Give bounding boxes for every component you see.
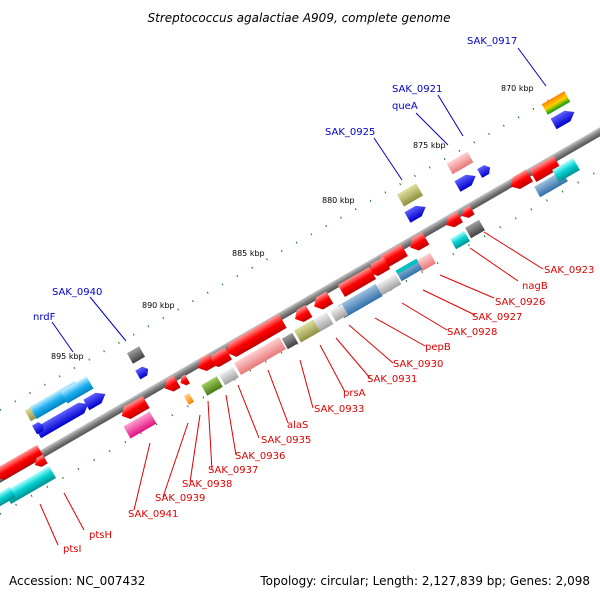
gene-sky-896	[60, 376, 94, 404]
gene-sak-0917	[541, 91, 571, 115]
forward-labels: SAK_0917 SAK_0921 queA SAK_0925 SAK_0940…	[33, 36, 517, 323]
accession-text: Accession: NC_007432	[9, 574, 146, 588]
forward-strand-genes	[24, 91, 575, 439]
label-sak-0917: SAK_0917	[467, 36, 517, 47]
gene-red-882	[337, 266, 377, 298]
gene-red-891	[164, 375, 181, 392]
reverse-strand-genes	[0, 155, 580, 508]
gene-red-884	[314, 291, 334, 310]
kbp-ticks: 870 kbp 875 kbp 880 kbp 885 kbp 890 kbp …	[51, 84, 534, 361]
label-sak-0940: SAK_0940	[52, 287, 102, 298]
label-sak-0936: SAK_0936	[235, 451, 285, 462]
gene-cyan-900	[0, 486, 16, 508]
gene-nagb	[465, 219, 485, 239]
forward-leader-lines	[51, 47, 547, 353]
kbp-tick-870: 870 kbp	[501, 84, 534, 93]
gene-blue-870	[550, 110, 575, 130]
label-sak-0941: SAK_0941	[128, 509, 178, 520]
gene-sak-0921	[446, 151, 474, 175]
label-quea: queA	[392, 101, 418, 112]
gene-red-885	[295, 304, 313, 323]
gene-blue-880	[404, 205, 426, 223]
gene-ptsh	[0, 444, 45, 481]
label-alas: alaS	[287, 420, 308, 431]
label-sak-0937: SAK_0937	[208, 465, 258, 476]
gene-blue-897	[35, 402, 89, 439]
tick-marks	[0, 93, 600, 515]
genome-summary-text: Topology: circular; Length: 2,127,839 bp…	[260, 574, 590, 588]
gene-sak-0930	[329, 304, 349, 322]
gene-prsa	[293, 319, 321, 343]
gene-red-869	[529, 155, 561, 183]
gene-sak-0938	[183, 393, 195, 405]
gene-sak-0941	[123, 411, 157, 439]
label-sak-0928: SAK_0928	[447, 327, 497, 338]
gene-sak-0925	[396, 183, 424, 207]
gene-red-879	[410, 232, 430, 251]
kbp-tick-880: 880 kbp	[322, 196, 355, 205]
gene-sak-0937	[201, 376, 223, 396]
gene-red-889b	[198, 353, 216, 372]
label-pepb: pepB	[425, 342, 451, 353]
label-sak-0930: SAK_0930	[393, 359, 443, 370]
kbp-tick-875: 875 kbp	[413, 141, 446, 150]
kbp-tick-890: 890 kbp	[142, 301, 175, 310]
reverse-labels: SAK_0923 nagB SAK_0926 SAK_0927 SAK_0928…	[63, 265, 594, 555]
gene-blue-898	[83, 392, 106, 411]
label-sak-0933: SAK_0933	[314, 404, 364, 415]
gene-sak-0936	[219, 366, 239, 386]
gene-red-891b	[180, 374, 190, 386]
gene-red-880a	[380, 243, 408, 269]
label-sak-0923: SAK_0923	[544, 265, 594, 276]
gene-blue-small-875	[477, 165, 491, 178]
gene-red-889	[209, 347, 233, 368]
gene-sak-0933	[281, 332, 299, 350]
label-ptsi: ptsI	[63, 544, 81, 555]
label-sak-0921: SAK_0921	[392, 84, 442, 95]
label-sak-0939: SAK_0939	[155, 493, 205, 504]
gene-sak-0935	[233, 336, 287, 376]
gene-alas	[227, 314, 287, 357]
label-prsa: prsA	[343, 388, 366, 399]
gene-red-868	[510, 169, 534, 190]
gene-blue-899	[32, 422, 44, 435]
label-nrdf: nrdF	[33, 312, 56, 323]
gene-red-898	[34, 454, 48, 467]
gene-cyan-877	[450, 230, 470, 250]
gene-sak-0928	[374, 273, 402, 297]
map-title: Streptococcus agalactiae A909, complete …	[148, 11, 451, 25]
kbp-tick-885: 885 kbp	[232, 249, 265, 258]
gene-sak-0939	[121, 395, 150, 420]
gene-red-881	[369, 256, 391, 277]
gene-cyan-869	[552, 157, 580, 183]
label-nagb: nagB	[522, 281, 548, 292]
gene-sak-0926	[416, 252, 436, 272]
label-sak-0927: SAK_0927	[472, 312, 522, 323]
gene-sak-0927	[395, 258, 423, 282]
label-sak-0925: SAK_0925	[325, 127, 375, 138]
label-sak-0926: SAK_0926	[495, 297, 545, 308]
gene-sak-0940	[126, 346, 146, 364]
gene-ptsi	[3, 465, 57, 505]
gene-quea	[454, 174, 476, 192]
label-sak-0931: SAK_0931	[367, 374, 417, 385]
kbp-tick-895: 895 kbp	[51, 352, 84, 361]
reverse-leader-lines	[39, 231, 544, 546]
gene-sak-0931	[312, 311, 334, 333]
gene-sak-0923	[446, 211, 463, 228]
label-ptsh: ptsH	[89, 530, 112, 541]
label-sak-0935: SAK_0935	[261, 435, 311, 446]
gene-blue-892	[135, 366, 149, 380]
gene-pepb	[337, 283, 383, 319]
label-sak-0938: SAK_0938	[182, 479, 232, 490]
gene-red-876	[461, 205, 475, 218]
